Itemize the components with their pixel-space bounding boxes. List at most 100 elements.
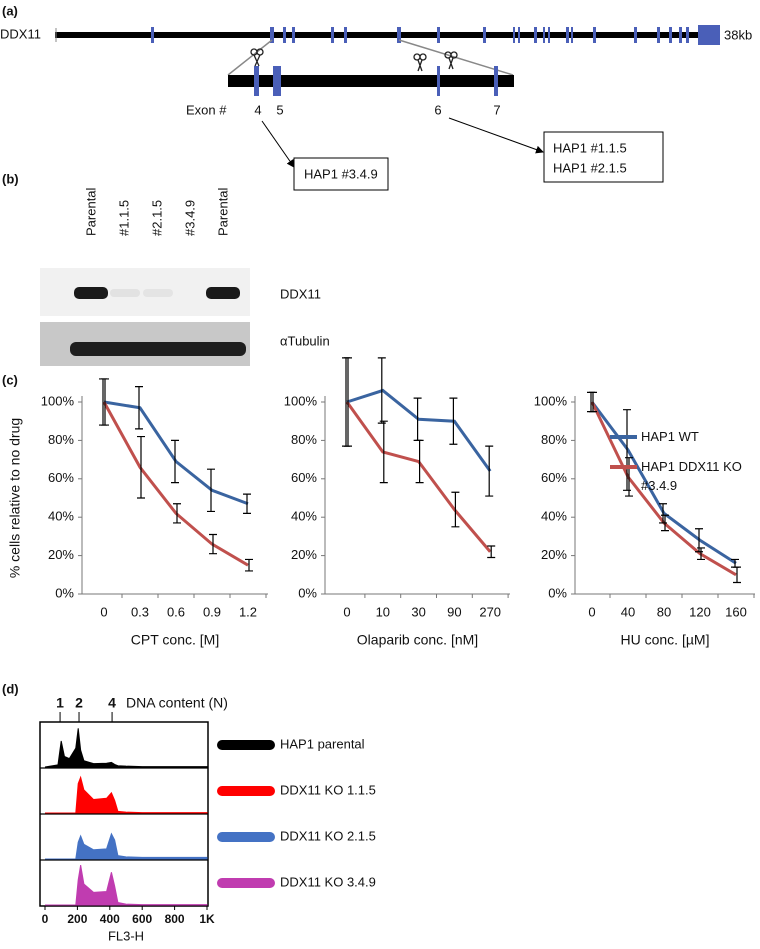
y-tick-label: 40% [541, 509, 567, 524]
gene-diagram: DDX11 38kb Exon # 4 5 6 7 [0, 25, 752, 191]
series-line [590, 401, 737, 565]
y-tick-label: 20% [541, 547, 567, 562]
error-bar [623, 409, 631, 491]
x-tick-label: 400 [100, 912, 120, 926]
error-bar [589, 391, 597, 413]
legend-label: HAP1 parental [280, 736, 365, 751]
y-tick-label: 0% [298, 585, 317, 600]
legend-label: HAP1 DDX11 KO #3.4.9 [641, 459, 742, 493]
panel-label: (d) [2, 681, 19, 696]
lane-label: Parental [215, 187, 230, 236]
arrow [448, 117, 544, 154]
error-bar [137, 435, 145, 499]
gene-name: DDX11 [0, 26, 41, 41]
y-tick-label: 80% [291, 432, 317, 447]
band-label: αTubulin [280, 333, 330, 348]
band-label: DDX11 [280, 286, 321, 301]
error-bar [344, 357, 352, 447]
error-bar [449, 397, 458, 445]
x-tick-label: 40 [621, 604, 635, 619]
error-bar [625, 457, 633, 497]
lane-label: #3.4.9 [182, 200, 197, 236]
blot-band [143, 289, 173, 297]
y-tick-label: 80% [541, 432, 567, 447]
y-tick-label: 20% [48, 547, 74, 562]
error-bar [243, 493, 251, 514]
error-bar [697, 547, 705, 561]
blot-band [206, 287, 240, 299]
x-tick-label: 1.2 [239, 604, 257, 619]
x-tick-label: 10 [376, 604, 390, 619]
series-line [102, 401, 249, 567]
histogram-area [45, 832, 208, 860]
x-axis-title: CPT conc. [M] [131, 632, 219, 648]
gene-line [55, 32, 715, 38]
x-tick-label: 80 [657, 604, 671, 619]
legend-entry: HAP1 WT [641, 429, 699, 444]
series-line [346, 388, 492, 472]
gene-length: 38kb [724, 27, 752, 42]
panel-label: (a) [2, 3, 18, 18]
legend-label: DDX11 KO 2.1.5 [280, 828, 376, 843]
error-bar [485, 445, 494, 497]
x-tick-label: 600 [132, 912, 152, 926]
y-tick-label: 0% [55, 585, 74, 600]
x-tick-label: 0.9 [203, 604, 221, 619]
zoom-line [227, 39, 273, 76]
series-line [103, 400, 249, 506]
zoom-exons [254, 66, 498, 96]
secondary-x-axis-title: DNA content (N) [126, 695, 228, 711]
error-bar [733, 566, 741, 584]
exons [151, 25, 720, 45]
error-bar [487, 545, 496, 559]
y-tick-label: 60% [48, 470, 74, 485]
scissors [250, 48, 458, 72]
clone-box [293, 157, 389, 191]
y-tick-label: 60% [291, 470, 317, 485]
secondary-x-tick-label: 4 [108, 695, 116, 711]
x-tick-label: 0 [588, 604, 595, 619]
x-tick-label: 0 [42, 912, 49, 926]
y-tick-label: 60% [541, 470, 567, 485]
x-axis-title: FL3-H [108, 928, 144, 943]
x-tick-label: 270 [479, 604, 501, 619]
histogram-area [45, 775, 208, 814]
y-tick-label: 40% [48, 509, 74, 524]
panel-label: (b) [2, 171, 19, 186]
error-bar [245, 558, 253, 572]
zoom-bar [228, 75, 514, 87]
clone-label: HAP1 #3.4.9 [304, 166, 378, 181]
error-bar [379, 420, 388, 484]
error-bar [659, 503, 667, 524]
western-blot: Parental #1.1.5 #2.1.5 #3.4.9 Parental D… [40, 187, 330, 366]
x-axis-title: HU conc. [µM] [621, 632, 710, 648]
x-tick-label: 200 [67, 912, 87, 926]
y-axis-title: % cells relative to no drug [7, 418, 23, 578]
y-tick-label: 20% [291, 547, 317, 562]
y-tick-label: 40% [291, 509, 317, 524]
clone-label: HAP1 #1.1.5 [553, 140, 627, 155]
exon-number: 6 [434, 102, 441, 117]
blot-band [70, 342, 246, 356]
error-bar [661, 514, 669, 532]
x-tick-label: 90 [447, 604, 461, 619]
x-tick-label: 160 [725, 604, 747, 619]
secondary-x-tick-label: 2 [75, 695, 83, 711]
arrow [261, 120, 295, 168]
x-tick-label: 0 [100, 604, 107, 619]
x-tick-label: 30 [411, 604, 425, 619]
legend-entry: HAP1 DDX11 KO #3.4.9 [641, 459, 742, 493]
error-bar [209, 533, 217, 555]
series-line [345, 401, 492, 553]
blot-band [74, 287, 108, 299]
x-tick-label: 0 [343, 604, 350, 619]
error-bar [171, 439, 179, 484]
clone-box [543, 131, 664, 183]
x-tick-label: 0.3 [131, 604, 149, 619]
blot-band [110, 289, 140, 297]
x-tick-label: 0.6 [167, 604, 185, 619]
x-axis-title: Olaparib conc. [nM] [357, 632, 478, 648]
error-bar [173, 503, 181, 524]
x-tick-label: 800 [165, 912, 185, 926]
